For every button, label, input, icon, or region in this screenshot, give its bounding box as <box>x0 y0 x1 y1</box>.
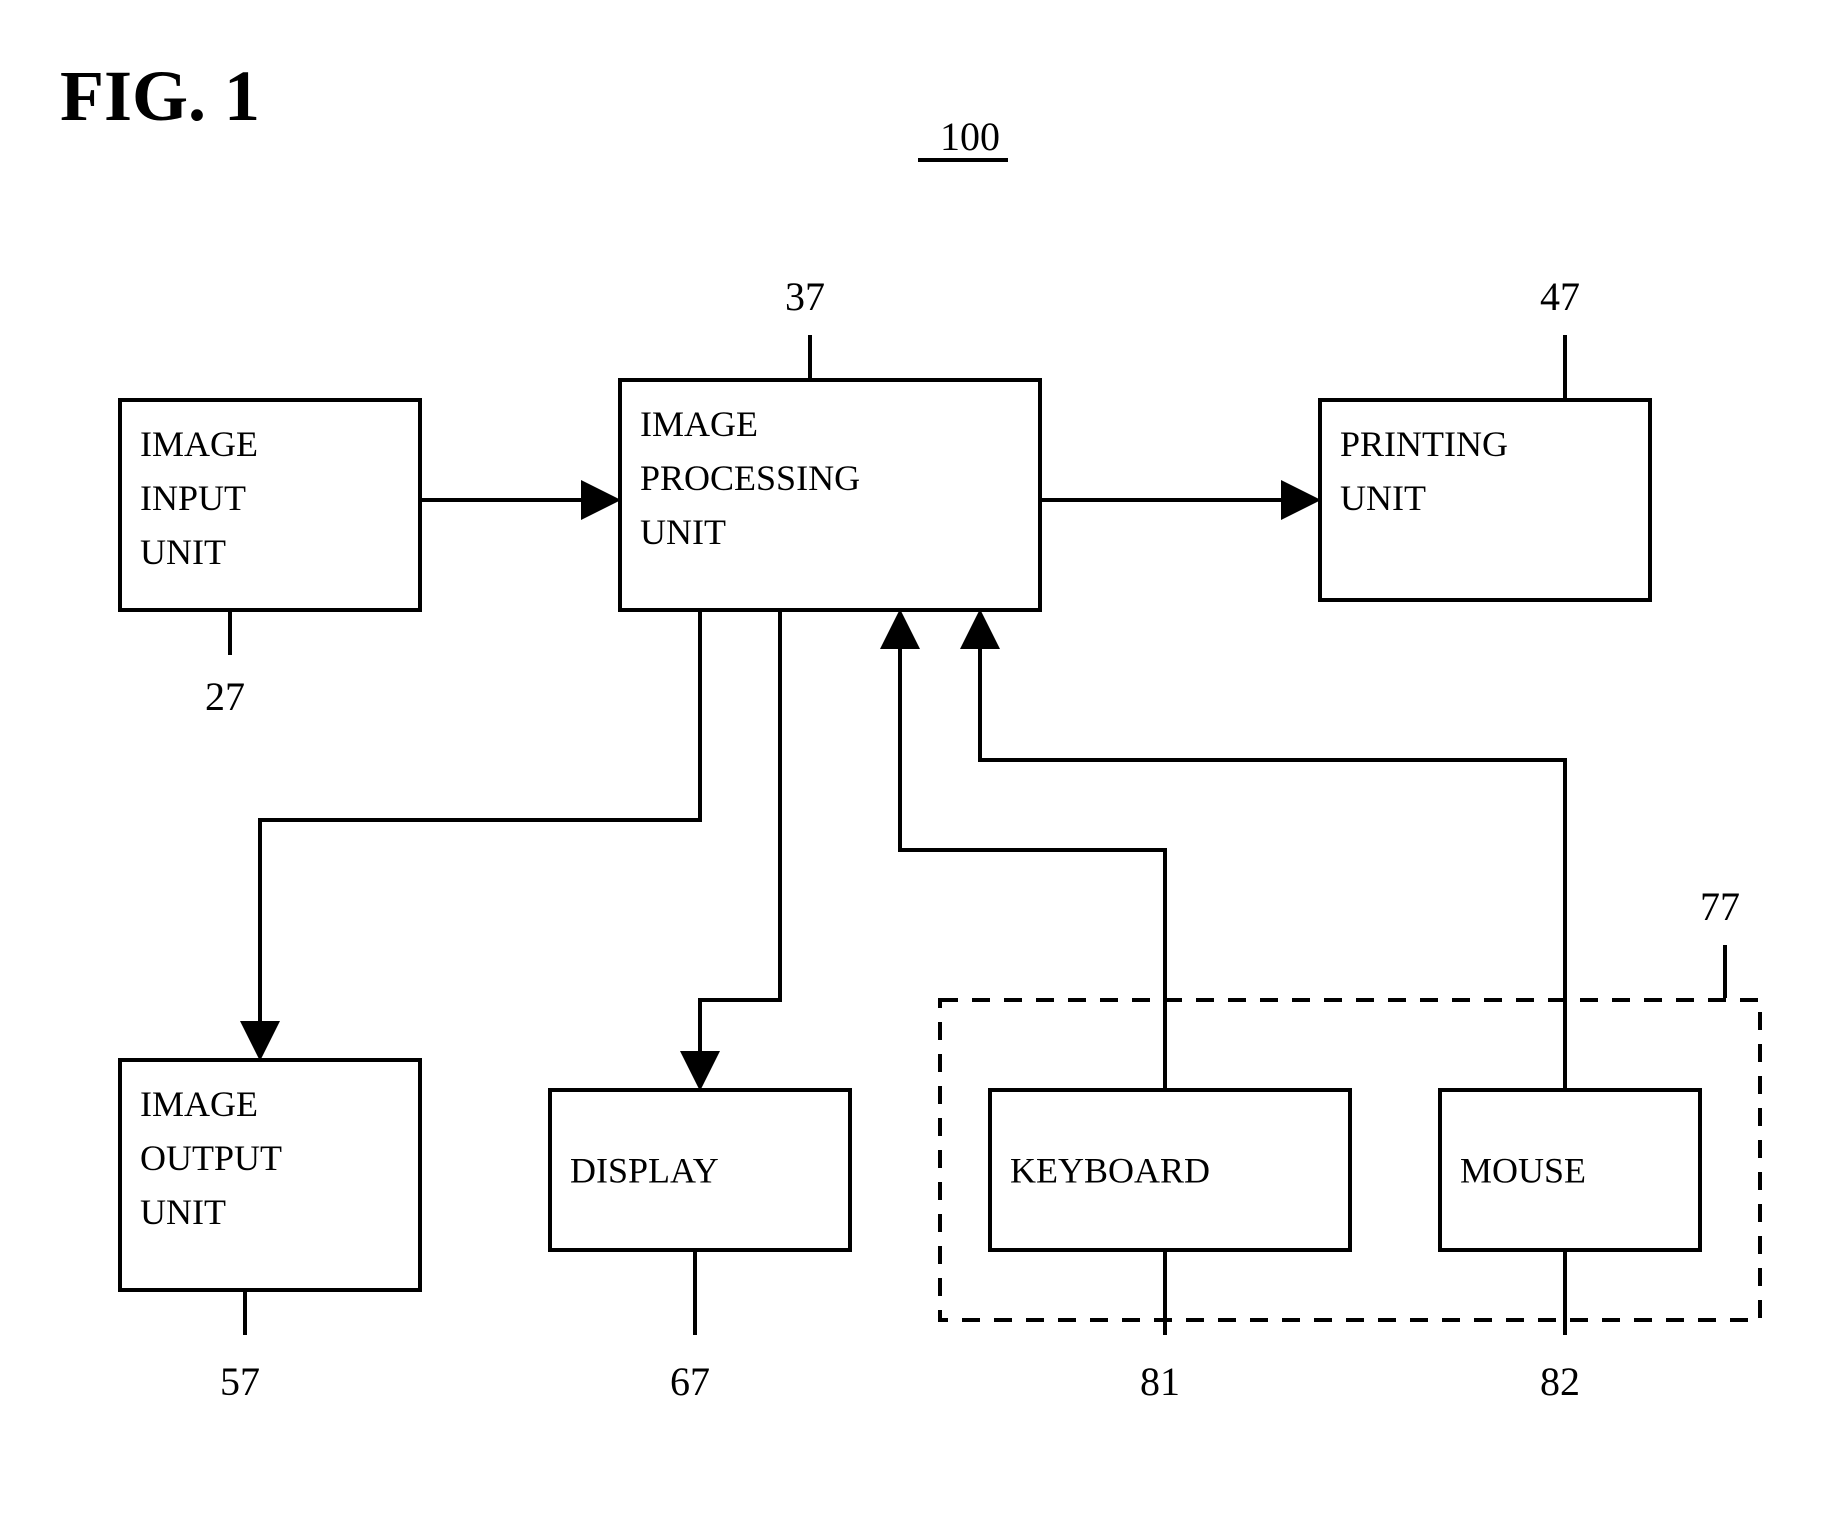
edge-proc_to_output <box>260 610 700 1057</box>
node-mouse-label-0: MOUSE <box>1460 1151 1586 1191</box>
node-image_input-label-0: IMAGE <box>140 424 258 464</box>
system-ref: 100 <box>940 114 1000 159</box>
node-display-label-0: DISPLAY <box>570 1151 719 1191</box>
node-image_output-label-1: OUTPUT <box>140 1138 282 1178</box>
node-printing-label-1: UNIT <box>1340 478 1426 518</box>
node-image_proc: IMAGE PROCESSING UNIT <box>620 380 1040 610</box>
ref-image_proc: 37 <box>785 274 825 319</box>
ref-keyboard: 81 <box>1140 1359 1180 1404</box>
node-image_input: IMAGE INPUT UNIT <box>120 400 420 610</box>
node-image_proc-label-1: PROCESSING <box>640 458 860 498</box>
node-display: DISPLAY <box>550 1090 850 1250</box>
ref-input_group: 77 <box>1700 884 1740 929</box>
node-image_proc-label-0: IMAGE <box>640 404 758 444</box>
node-image_input-label-1: INPUT <box>140 478 246 518</box>
ref-display: 67 <box>670 1359 710 1404</box>
ref-mouse: 82 <box>1540 1359 1580 1404</box>
ref-image_output: 57 <box>220 1359 260 1404</box>
figure-title: FIG. 1 <box>60 56 260 136</box>
edge-keyboard_to_proc <box>900 613 1165 1090</box>
node-image_input-label-2: UNIT <box>140 532 226 572</box>
ref-printing: 47 <box>1540 274 1580 319</box>
node-mouse: MOUSE <box>1440 1090 1700 1250</box>
node-printing: PRINTING UNIT <box>1320 400 1650 600</box>
node-image_output: IMAGE OUTPUT UNIT <box>120 1060 420 1290</box>
node-image_output-label-0: IMAGE <box>140 1084 258 1124</box>
node-image_output-label-2: UNIT <box>140 1192 226 1232</box>
node-printing-label-0: PRINTING <box>1340 424 1508 464</box>
block-diagram: FIG. 1 100 IMAGE INPUT UNIT IMAGE PROCESSING UN… <box>0 0 1834 1534</box>
node-keyboard: KEYBOARD <box>990 1090 1350 1250</box>
ref-image_input: 27 <box>205 674 245 719</box>
node-keyboard-label-0: KEYBOARD <box>1010 1151 1210 1191</box>
edge-proc_to_display <box>700 610 780 1087</box>
node-image_proc-label-2: UNIT <box>640 512 726 552</box>
